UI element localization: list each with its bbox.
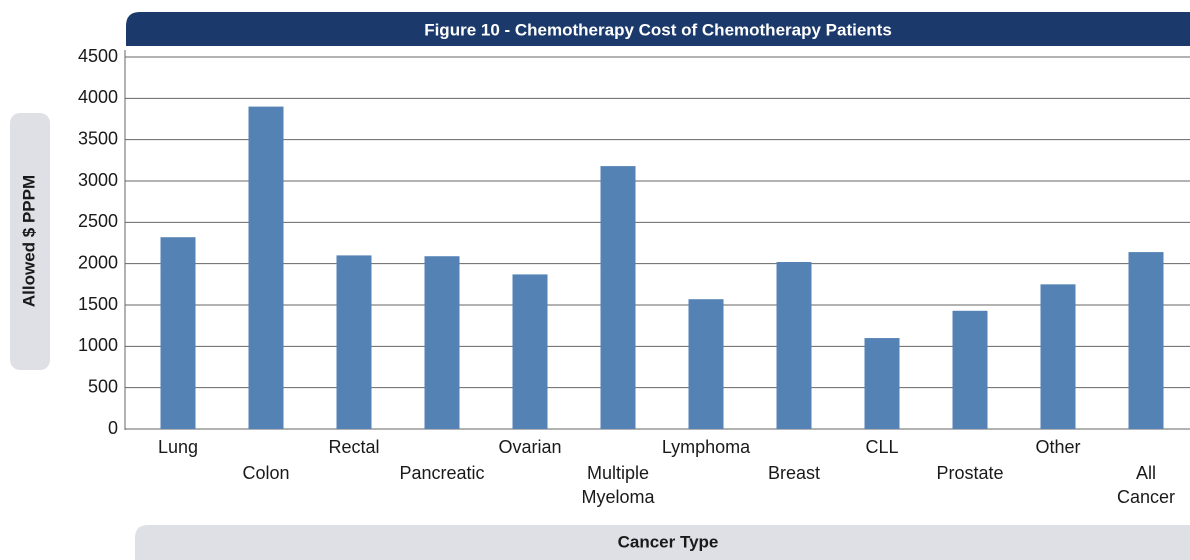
x-tick-label: CLL [865,437,898,457]
title-bar [126,12,1190,46]
y-tick-label: 0 [108,418,118,438]
x-tick-label: Rectal [328,437,379,457]
x-tick-label: Colon [242,463,289,483]
x-tick-label: Other [1035,437,1080,457]
y-tick-label: 3000 [78,170,118,190]
bar [336,255,372,429]
bar [1040,284,1076,429]
y-tick-label: 3500 [78,128,118,148]
chart-title: Figure 10 - Chemotherapy Cost of Chemoth… [424,20,892,39]
bar [512,274,548,429]
bar [600,166,636,429]
x-label-box [135,525,1190,560]
y-axis-label: Allowed $ PPPM [19,175,38,307]
bar [424,256,460,429]
y-tick-label: 2500 [78,211,118,231]
bar [160,237,196,429]
y-tick-label: 2000 [78,252,118,272]
y-tick-label: 4000 [78,87,118,107]
x-tick-label: Breast [768,463,820,483]
y-tick-label: 1000 [78,335,118,355]
y-tick-label: 4500 [78,46,118,66]
bar [776,262,812,429]
x-tick-label: All Cancer [1117,463,1175,507]
bar [952,310,988,429]
x-tick-label: Prostate [936,463,1003,483]
x-tick-label: Pancreatic [399,463,484,483]
x-axis-label: Cancer Type [618,532,719,551]
y-tick-label: 500 [88,376,118,396]
bar [1128,252,1164,429]
bar [864,338,900,429]
y-tick-label: 1500 [78,294,118,314]
bar [688,299,724,429]
x-tick-label: Lymphoma [662,437,751,457]
x-tick-label: Lung [158,437,198,457]
bar [248,106,284,429]
y-label-box [10,113,50,370]
x-tick-label: Multiple Myeloma [581,463,655,507]
x-tick-label: Ovarian [498,437,561,457]
